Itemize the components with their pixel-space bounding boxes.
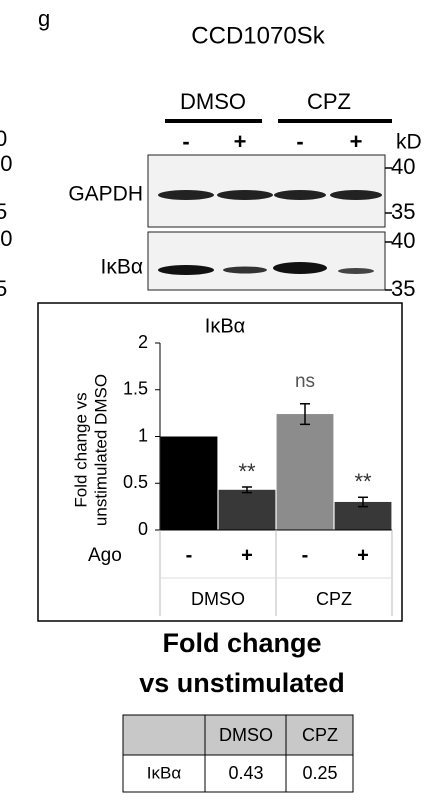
edge-fragment: 5 [0, 199, 7, 224]
marker-label: 35 [391, 199, 415, 224]
table-row-label: IκBα [147, 763, 182, 782]
band [223, 266, 267, 274]
marker-label: 40 [391, 154, 415, 179]
band [273, 262, 327, 274]
table-cell: 0.43 [228, 763, 263, 783]
band [158, 190, 214, 200]
edge-fragment: 40 [0, 151, 12, 176]
edge-fragment: 40 [0, 226, 12, 251]
annotation: ns [295, 371, 315, 392]
y-tick-label: 0.5 [123, 472, 148, 492]
treatment: + [350, 129, 363, 154]
edge-fragment: 0 [0, 126, 7, 151]
blot-panel [147, 231, 386, 291]
group-label: CPZ [316, 589, 352, 609]
marker-label: 40 [391, 228, 415, 253]
band [217, 190, 273, 200]
annotation: ** [238, 459, 256, 484]
group-label: DMSO [191, 589, 245, 609]
x-tick-label: + [357, 544, 369, 566]
y-tick-label: 1.5 [123, 379, 148, 399]
table-header-cell: CPZ [302, 725, 338, 745]
table-header-cell: DMSO [219, 725, 273, 745]
y-tick-label: 2 [138, 332, 148, 352]
x-tick-label: + [241, 544, 253, 566]
x-tick-label: - [186, 544, 193, 566]
blot-row-label: GAPDH [68, 183, 143, 206]
annotation: ** [354, 469, 372, 494]
table-header [122, 714, 354, 756]
summary-title: Fold change [162, 628, 321, 658]
band [338, 268, 374, 274]
y-tick-label: 1 [138, 425, 148, 445]
band [330, 190, 382, 200]
y-axis-label: unstimulated DMSO [91, 374, 110, 526]
y-axis-label: Fold change vs [71, 392, 90, 507]
blot-group: CPZ [307, 89, 351, 114]
treatment: + [234, 129, 247, 154]
x-tick-label: - [302, 544, 309, 566]
table-row [122, 754, 354, 793]
blot-row-label: IκBα [101, 256, 143, 279]
category-row-label: Ago [88, 545, 122, 566]
y-tick-label: 0 [138, 519, 148, 539]
bar [218, 489, 276, 530]
chart-title: IκBα [205, 315, 245, 337]
edge-fragment: 5 [0, 276, 7, 301]
band [158, 265, 214, 275]
blot-group: DMSO [180, 89, 246, 114]
table-cell: 0.25 [302, 763, 337, 783]
treatment: - [182, 129, 189, 154]
chart-frame [37, 302, 403, 622]
bar [276, 414, 334, 530]
bar [160, 436, 218, 530]
summary-title: vs unstimulated [139, 668, 345, 698]
blot-title: CCD1070Sk [191, 22, 325, 49]
panel-label: g [38, 6, 50, 31]
treatment: - [296, 129, 303, 154]
band [274, 190, 326, 200]
marker-label: 35 [391, 276, 415, 301]
unit: kD [396, 131, 422, 154]
